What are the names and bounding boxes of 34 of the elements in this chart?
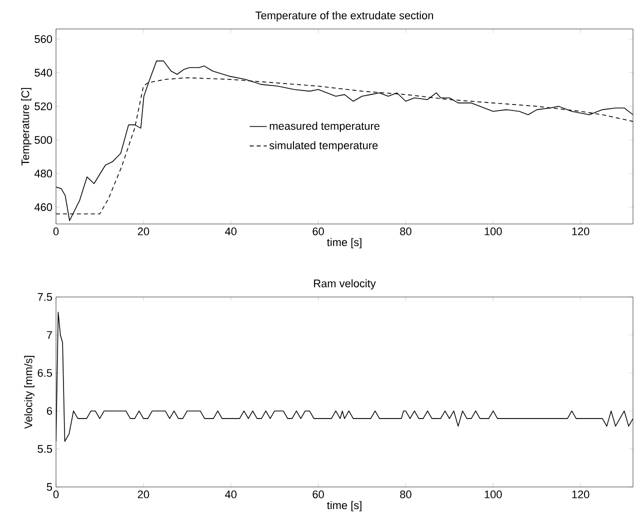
x-tick-label: 20 [138, 490, 150, 498]
chart-title: Temperature of the extrudate section [256, 11, 434, 22]
x-tick-label: 100 [484, 490, 502, 498]
x-tick-label: 120 [572, 228, 590, 236]
x-tick-label: 40 [225, 490, 237, 498]
y-tick-label: 7.5 [38, 293, 52, 301]
x-tick-label: 0 [53, 490, 59, 498]
x-tick-label: 20 [138, 228, 150, 236]
y-tick-label: 520 [34, 102, 52, 110]
y-tick-label: 5 [46, 483, 52, 491]
y-tick-label: 500 [34, 136, 52, 144]
x-tick-label: 100 [484, 228, 502, 236]
y-axis-title: Temperature [C] [21, 88, 32, 166]
y-tick-label: 6.5 [38, 369, 52, 377]
y-tick-label: 560 [34, 35, 52, 43]
y-axis-title: Velocity [mm/s] [24, 356, 34, 429]
x-axis-title: time [s] [327, 238, 362, 248]
x-tick-label: 40 [225, 228, 237, 236]
x-axis-title: time [s] [327, 501, 362, 512]
legend-label: simulated temperature [269, 141, 378, 152]
x-tick-label: 80 [400, 228, 412, 236]
y-tick-label: 5.5 [38, 445, 52, 453]
y-tick-label: 540 [34, 68, 52, 77]
x-tick-label: 120 [572, 490, 590, 498]
y-tick-label: 460 [34, 203, 52, 212]
y-tick-label: 480 [34, 170, 52, 178]
chart-title: Ram velocity [314, 279, 376, 290]
x-tick-label: 60 [312, 490, 324, 498]
y-tick-label: 7 [46, 331, 52, 339]
x-tick-label: 60 [312, 228, 324, 236]
y-tick-label: 6 [46, 407, 52, 415]
x-tick-label: 80 [400, 490, 412, 498]
legend-label: measured temperature [270, 122, 380, 132]
x-tick-label: 0 [53, 228, 59, 236]
